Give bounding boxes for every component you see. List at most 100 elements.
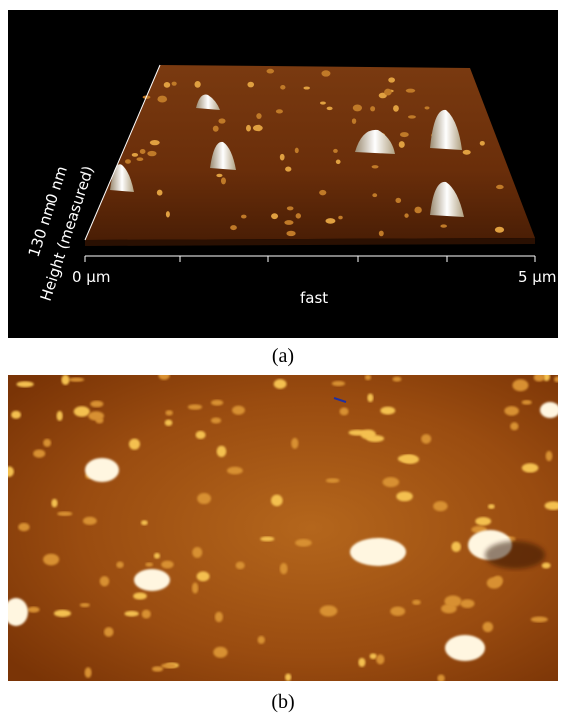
grain bbox=[327, 107, 333, 111]
axis-direction-label: fast bbox=[300, 289, 328, 307]
grain bbox=[358, 658, 365, 667]
grain bbox=[157, 96, 167, 103]
grain bbox=[412, 600, 421, 605]
grain bbox=[487, 577, 502, 588]
grain bbox=[522, 463, 539, 472]
grain bbox=[247, 82, 254, 88]
grain bbox=[80, 603, 90, 607]
grain bbox=[433, 501, 447, 511]
grain bbox=[372, 193, 377, 197]
grain bbox=[444, 595, 461, 607]
grain bbox=[241, 215, 246, 219]
grain bbox=[510, 422, 518, 430]
grain bbox=[372, 165, 379, 168]
grain bbox=[376, 654, 384, 664]
grain bbox=[370, 653, 377, 659]
grain bbox=[267, 69, 275, 74]
grain bbox=[338, 216, 343, 220]
grain bbox=[258, 636, 265, 644]
axis-end-label: 5 µm bbox=[518, 268, 556, 286]
grain bbox=[230, 225, 237, 230]
panel-label: (b) bbox=[271, 691, 294, 713]
grain bbox=[85, 667, 92, 678]
grain bbox=[280, 85, 285, 90]
grain bbox=[116, 562, 123, 568]
grain bbox=[137, 157, 144, 161]
grain bbox=[408, 115, 416, 118]
grain bbox=[399, 141, 405, 148]
grain bbox=[211, 418, 221, 424]
grain bbox=[129, 439, 140, 450]
grain bbox=[440, 224, 446, 227]
grain bbox=[141, 520, 148, 525]
grain bbox=[88, 411, 104, 420]
grain bbox=[390, 606, 405, 616]
grain bbox=[398, 455, 416, 463]
grain bbox=[284, 220, 293, 225]
grain bbox=[531, 616, 548, 622]
grain bbox=[4, 466, 14, 477]
grain bbox=[28, 607, 40, 613]
grain bbox=[216, 174, 222, 177]
grain bbox=[512, 379, 528, 391]
grain bbox=[285, 166, 291, 171]
grain bbox=[140, 149, 146, 154]
grain bbox=[365, 375, 371, 380]
grain bbox=[545, 501, 562, 510]
grain bbox=[534, 373, 545, 381]
grain bbox=[496, 185, 504, 189]
grain bbox=[483, 622, 494, 632]
grain bbox=[393, 105, 399, 112]
grain bbox=[379, 231, 384, 237]
grain bbox=[336, 160, 341, 165]
grain bbox=[326, 478, 340, 483]
grain bbox=[246, 125, 251, 132]
grain bbox=[232, 406, 245, 415]
grain bbox=[196, 431, 206, 439]
grain bbox=[194, 81, 200, 88]
grain bbox=[33, 449, 45, 457]
grain bbox=[340, 408, 349, 416]
grain bbox=[325, 218, 335, 224]
panel-label: (a) bbox=[272, 345, 294, 367]
grain bbox=[172, 82, 177, 86]
grain bbox=[522, 400, 532, 405]
grain bbox=[296, 213, 301, 218]
grain bbox=[74, 406, 90, 416]
grain bbox=[100, 576, 110, 586]
grain bbox=[395, 198, 401, 203]
grain bbox=[236, 562, 245, 570]
grain bbox=[366, 435, 384, 442]
grain bbox=[320, 101, 326, 104]
grain bbox=[154, 553, 160, 559]
grain bbox=[495, 227, 504, 233]
grain bbox=[451, 542, 461, 552]
grain bbox=[145, 562, 153, 566]
grain bbox=[132, 153, 138, 157]
grain bbox=[221, 177, 226, 184]
grain bbox=[554, 376, 560, 382]
grain bbox=[125, 159, 131, 163]
grain bbox=[383, 477, 400, 487]
grain bbox=[414, 207, 421, 214]
grain bbox=[161, 663, 176, 668]
grain bbox=[295, 539, 312, 547]
grain bbox=[158, 370, 169, 380]
grain bbox=[400, 132, 409, 137]
grain bbox=[192, 547, 202, 558]
grain bbox=[188, 404, 202, 409]
grain bbox=[291, 438, 298, 449]
axis-start-label: 0 µm bbox=[72, 268, 110, 286]
grain bbox=[152, 666, 163, 671]
grain bbox=[51, 499, 57, 508]
figure: 0 µm 5 µm fast 130 nm 0 nm Height (measu… bbox=[0, 0, 566, 713]
grain bbox=[404, 213, 408, 217]
grain bbox=[57, 511, 72, 516]
grain bbox=[215, 612, 223, 622]
grain bbox=[349, 430, 367, 436]
grain bbox=[18, 523, 29, 531]
grain bbox=[133, 592, 147, 599]
grain bbox=[83, 517, 97, 525]
grain bbox=[367, 393, 373, 402]
grain bbox=[504, 406, 519, 415]
